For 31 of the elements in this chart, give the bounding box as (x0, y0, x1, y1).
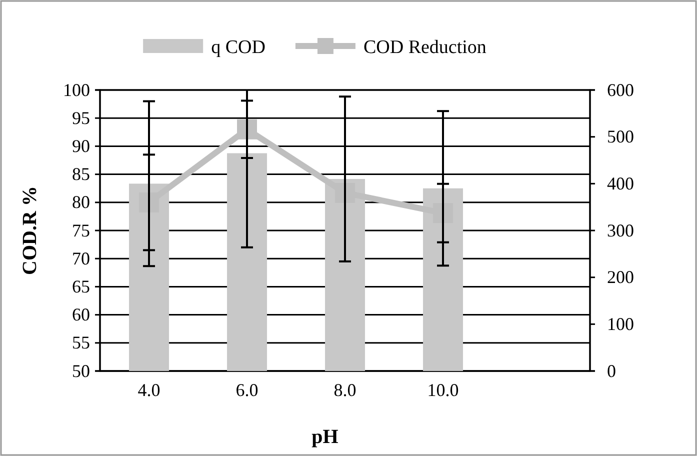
point (237, 119, 257, 140)
x-tick-label: 4.0 (138, 380, 160, 400)
y-tick-label: 100 (63, 80, 90, 100)
x-axis-title: pH (312, 426, 339, 448)
legend-label: q COD (211, 37, 266, 58)
point (433, 203, 453, 224)
y-tick-label: 80 (72, 192, 90, 212)
x-tick-label: 10.0 (427, 380, 459, 400)
y2-tick-label: 300 (607, 220, 634, 240)
legend-label: COD Reduction (363, 37, 487, 58)
y2-tick-label: 600 (607, 80, 634, 100)
y2-tick-label: 400 (607, 173, 634, 194)
y2-tick-label: 500 (607, 126, 634, 147)
x-tick-label: 6.0 (236, 380, 258, 400)
y-tick-label: 55 (72, 332, 90, 353)
y-tick-label: 70 (72, 248, 90, 268)
point (139, 192, 159, 212)
y-tick-label: 90 (72, 136, 90, 156)
point (335, 182, 355, 203)
y-tick-label: 75 (72, 220, 90, 240)
y-tick-label: 95 (72, 108, 90, 128)
y2-tick-label: 0 (607, 360, 616, 381)
bar (227, 153, 267, 371)
y-tick-label: 65 (72, 276, 90, 296)
y-tick-label: 50 (72, 360, 90, 381)
y-axis-title: COD.R % (19, 186, 41, 275)
y-tick-label: 60 (72, 304, 90, 325)
y2-tick-label: 200 (607, 267, 634, 288)
x-tick-label: 8.0 (334, 380, 356, 400)
y2-tick-label: 100 (607, 314, 634, 334)
y-tick-label: 85 (72, 164, 90, 184)
